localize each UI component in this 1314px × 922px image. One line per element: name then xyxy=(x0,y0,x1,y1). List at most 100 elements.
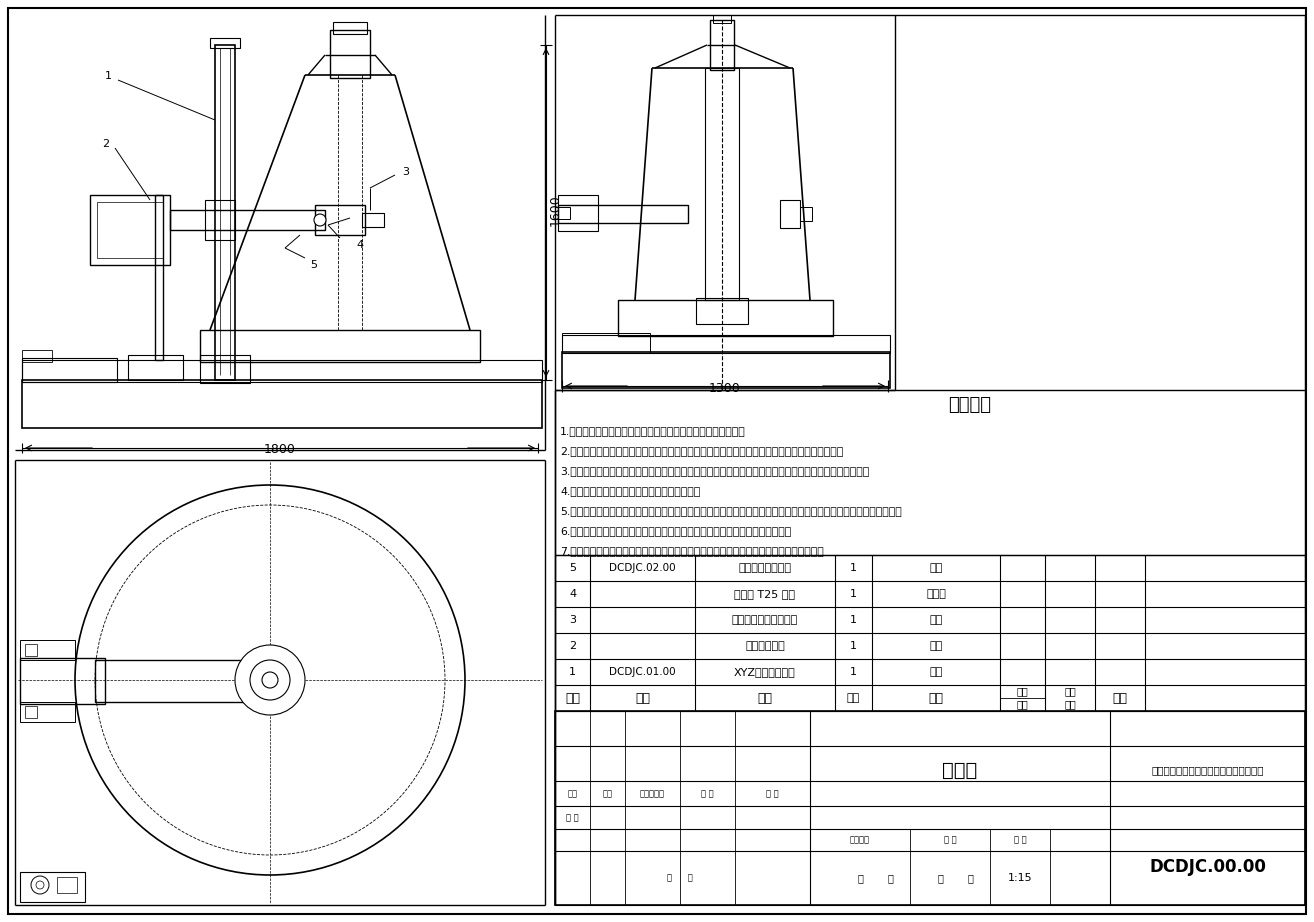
Text: 比 例: 比 例 xyxy=(1013,835,1026,845)
Bar xyxy=(20,640,75,660)
Text: 第: 第 xyxy=(937,873,943,883)
Text: DCDJC.00.00: DCDJC.00.00 xyxy=(1148,858,1265,876)
Text: 单件: 单件 xyxy=(1017,686,1029,696)
Bar xyxy=(696,298,748,324)
Bar xyxy=(562,352,890,388)
Text: 材料: 材料 xyxy=(929,692,943,704)
Text: 2: 2 xyxy=(102,139,109,149)
Text: 显示屏及支架: 显示屏及支架 xyxy=(745,641,784,651)
Bar xyxy=(200,355,250,383)
Text: DCDJC.01.00: DCDJC.01.00 xyxy=(610,667,675,677)
Bar xyxy=(22,360,541,382)
Text: 签 字: 签 字 xyxy=(702,789,714,798)
Bar xyxy=(22,358,117,382)
Bar xyxy=(555,711,1305,905)
Text: 7.同一零件用多件螺钉（螺栓）紧固时，各螺钉（螺栓）需交叉、对称、逐步、均匀拧紧。: 7.同一零件用多件螺钉（螺栓）紧固时，各螺钉（螺栓）需交叉、对称、逐步、均匀拧紧… xyxy=(560,546,824,556)
Circle shape xyxy=(314,214,326,226)
Text: 5: 5 xyxy=(310,260,317,270)
Bar xyxy=(555,207,570,219)
Text: 4.装配过程中零件不允许碰、砸、划伤和锈蚀。: 4.装配过程中零件不允许碰、砸、划伤和锈蚀。 xyxy=(560,486,700,496)
Text: 5.螺钉、螺栓和螺母紧固时，严禁打击或使用不合适的旋具和扳手。紧固后螺钉槽、螺母和螺钉、螺栓头部不得损坏。: 5.螺钉、螺栓和螺母紧固时，严禁打击或使用不合适的旋具和扳手。紧固后螺钉槽、螺母… xyxy=(560,506,901,516)
Bar xyxy=(714,15,731,23)
Bar xyxy=(361,213,384,227)
Text: 重量: 重量 xyxy=(1064,699,1076,709)
Bar xyxy=(618,300,833,336)
Bar xyxy=(710,20,735,70)
Text: 1: 1 xyxy=(850,589,857,599)
Text: 标记: 标记 xyxy=(568,789,577,798)
Text: 5: 5 xyxy=(569,563,576,573)
Bar xyxy=(781,200,800,228)
Text: 重量: 重量 xyxy=(1017,699,1029,709)
Bar xyxy=(210,38,240,48)
Bar xyxy=(22,380,541,428)
Bar xyxy=(25,644,37,656)
Text: 名称: 名称 xyxy=(757,692,773,704)
Text: 1:15: 1:15 xyxy=(1008,873,1033,883)
Text: 张: 张 xyxy=(967,873,972,883)
Text: 马波斯 T25 测头: 马波斯 T25 测头 xyxy=(735,589,795,599)
Bar xyxy=(25,706,37,718)
Text: 测头夹头安装组件: 测头夹头安装组件 xyxy=(738,563,791,573)
Text: 1: 1 xyxy=(105,71,112,81)
Text: 4: 4 xyxy=(356,240,363,250)
Text: 2.进入装配的零件及部件（包括外购件、外协件），均必须具有检验部门的合格证方能进行装配。: 2.进入装配的零件及部件（包括外购件、外协件），均必须具有检验部门的合格证方能进… xyxy=(560,446,844,456)
Bar xyxy=(242,662,275,700)
Bar xyxy=(89,195,170,265)
Bar xyxy=(706,68,738,300)
Text: 数量: 数量 xyxy=(848,693,861,703)
Bar xyxy=(20,702,75,722)
Text: 1.零件加工表面上，不应有划痕、擦伤等损伤零件表面的缺陷。: 1.零件加工表面上，不应有划痕、擦伤等损伤零件表面的缺陷。 xyxy=(560,426,746,436)
Text: 部件: 部件 xyxy=(929,615,942,625)
Text: 总计: 总计 xyxy=(1064,686,1076,696)
Text: 张: 张 xyxy=(887,873,894,883)
Text: 共: 共 xyxy=(857,873,863,883)
Text: 1: 1 xyxy=(850,615,857,625)
Text: 联机式多自由度对称度误差在线检测装置: 联机式多自由度对称度误差在线检测装置 xyxy=(1151,765,1264,775)
Bar xyxy=(22,350,53,362)
Bar xyxy=(315,205,365,235)
Bar xyxy=(20,872,85,902)
Text: 1: 1 xyxy=(850,641,857,651)
Bar xyxy=(205,200,235,240)
Text: 总装图: 总装图 xyxy=(942,761,978,779)
Text: 2: 2 xyxy=(569,641,576,651)
Bar xyxy=(127,355,183,380)
Text: 设 计: 设 计 xyxy=(566,813,578,822)
Text: 外购件: 外购件 xyxy=(926,589,946,599)
Text: 日      期: 日 期 xyxy=(668,873,692,882)
Text: XYZ伺服控制模组: XYZ伺服控制模组 xyxy=(735,667,796,677)
Text: 6.规定拧紧力矩要求的紧固件，必须采用力矩扳手，并按规定的拧紧力矩紧固。: 6.规定拧紧力矩要求的紧固件，必须采用力矩扳手，并按规定的拧紧力矩紧固。 xyxy=(560,526,791,536)
Text: 备注: 备注 xyxy=(1113,692,1127,704)
Text: 3: 3 xyxy=(569,615,576,625)
Text: 专用夹具及旋转工作台: 专用夹具及旋转工作台 xyxy=(732,615,798,625)
Bar xyxy=(97,202,163,258)
Text: 部件: 部件 xyxy=(929,667,942,677)
Text: 1300: 1300 xyxy=(710,382,741,395)
Text: 3: 3 xyxy=(402,167,409,177)
Bar xyxy=(562,333,650,353)
Circle shape xyxy=(235,645,305,715)
Text: 1: 1 xyxy=(850,563,857,573)
Bar xyxy=(170,210,325,230)
Text: 更改文件名: 更改文件名 xyxy=(640,789,665,798)
Text: 1600: 1600 xyxy=(549,195,562,226)
Bar xyxy=(330,30,371,78)
Bar xyxy=(558,195,598,231)
Bar xyxy=(57,877,78,893)
Text: 处数: 处数 xyxy=(603,789,612,798)
Text: 代号: 代号 xyxy=(635,692,650,704)
Bar xyxy=(95,660,250,702)
Text: 部件: 部件 xyxy=(929,641,942,651)
Text: 日 期: 日 期 xyxy=(766,789,779,798)
Text: 3.零件在装配前必须清理和清洗干净，不得有毛刺、飞边、氧化皮、锈蚀、切屑、油污、着色剂和灰尘等。: 3.零件在装配前必须清理和清洗干净，不得有毛刺、飞边、氧化皮、锈蚀、切屑、油污、… xyxy=(560,466,870,476)
Text: 部件: 部件 xyxy=(929,563,942,573)
Text: DCDJC.02.00: DCDJC.02.00 xyxy=(610,563,675,573)
Text: 1: 1 xyxy=(569,667,576,677)
Bar xyxy=(332,22,367,34)
Bar xyxy=(558,205,689,223)
Text: 序号: 序号 xyxy=(565,692,579,704)
Text: 重 量: 重 量 xyxy=(943,835,957,845)
Bar xyxy=(562,335,890,353)
Bar xyxy=(20,658,105,704)
